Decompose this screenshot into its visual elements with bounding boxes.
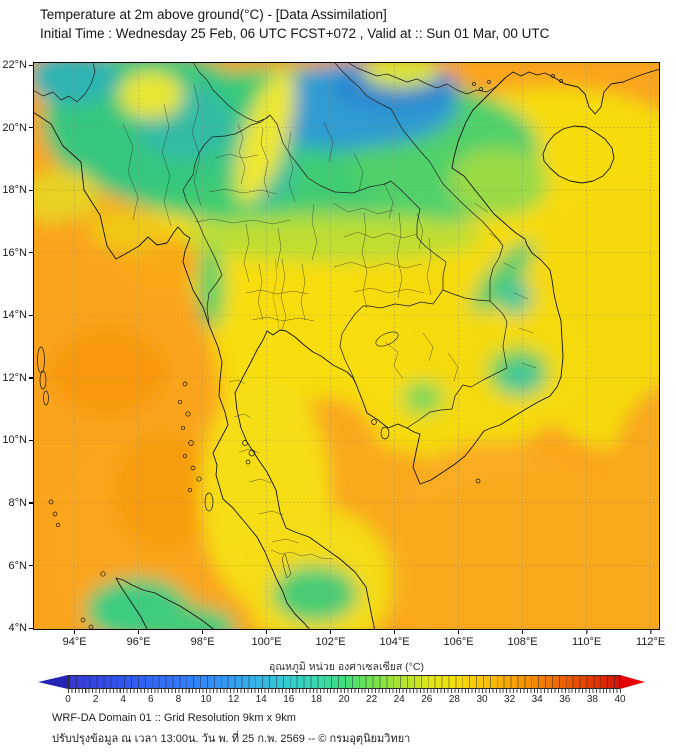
lat-tick-label: 14°N xyxy=(2,309,33,321)
lon-tick-label: 102°E xyxy=(316,630,346,648)
latitude-axis: 22°N 20°N 18°N 16°N 14°N 12°N 10°N 8°N 6°N 4°N xyxy=(0,59,33,634)
lon-tick-label: 100°E xyxy=(252,630,282,648)
lat-tick-label: 4°N xyxy=(9,622,33,634)
colorbar-tick-value: 26 xyxy=(421,694,433,705)
colorbar-tick-value: 32 xyxy=(504,694,516,705)
lat-tick-label: 12°N xyxy=(2,372,33,384)
colorbar-tick-value: 4 xyxy=(120,694,126,705)
lat-tick-label: 16°N xyxy=(2,247,33,259)
lat-tick-label: 8°N xyxy=(9,497,33,509)
province-borders xyxy=(122,83,537,560)
lat-tick-label: 18°N xyxy=(2,184,33,196)
temperature-map xyxy=(33,62,660,630)
map-frame xyxy=(33,62,660,630)
colorbar-tick-value: 36 xyxy=(559,694,571,705)
colorbar-tick-value: 20 xyxy=(338,694,350,705)
colorbar-tick-value: 6 xyxy=(148,694,154,705)
lon-tick-label: 98°E xyxy=(191,630,215,648)
colorbar-gradient xyxy=(68,675,620,689)
grid-lines xyxy=(33,62,660,630)
colorbar-tick-value: 18 xyxy=(310,694,322,705)
colorbar-tick-value: 0 xyxy=(65,694,71,705)
colorbar-tick-value: 2 xyxy=(92,694,99,705)
colorbar-tick-value: 24 xyxy=(393,694,405,705)
lon-tick-label: 112°E xyxy=(636,630,665,648)
lat-tick-label: 22°N xyxy=(2,59,33,71)
model-info: WRF-DA Domain 01 :: Grid Resolution 9km … xyxy=(52,712,296,724)
lon-tick-label: 106°E xyxy=(444,630,474,648)
colorbar-tick-value: 14 xyxy=(255,694,267,705)
colorbar-tick-value: 16 xyxy=(283,694,295,705)
update-info: ปรับปรุงข้อมูล ณ เวลา 13:00น. วัน พ. ที่… xyxy=(52,733,411,745)
lat-tick-label: 10°N xyxy=(2,434,33,446)
colorbar-tick-value: 10 xyxy=(200,694,212,705)
colorbar-label: อุณหภูมิ หน่วย องศาเซลเซียส (°C) xyxy=(269,661,424,673)
colorbar-tick-value: 38 xyxy=(586,694,598,705)
coastlines xyxy=(33,68,660,630)
colorbar-tick-value: 28 xyxy=(448,694,460,705)
lon-tick-label: 104°E xyxy=(380,630,410,648)
lon-tick-label: 94°E xyxy=(63,630,87,648)
colorbar-tick-value: 40 xyxy=(614,694,626,705)
colorbar-right-arrow xyxy=(620,675,645,689)
forecast-subtitle: Initial Time : Wednesday 25 Feb, 06 UTC … xyxy=(40,26,550,41)
lon-tick-label: 96°E xyxy=(127,630,151,648)
colorbar-ticks xyxy=(68,689,621,693)
colorbar: 0 2 4 6 8 10 12 14 16 18 20 22 24 26 28 30 32 34 36 38 40 xyxy=(38,675,645,709)
colorbar-tick-value: 12 xyxy=(228,694,240,705)
lon-tick-label: 108°E xyxy=(508,630,538,648)
colorbar-tick-value: 8 xyxy=(175,694,182,705)
lon-tick-label: 110°E xyxy=(572,630,601,648)
colorbar-tick-value: 34 xyxy=(531,694,543,705)
lat-tick-label: 20°N xyxy=(2,122,33,134)
map-panel xyxy=(33,62,660,630)
temperature-field xyxy=(33,62,660,630)
colorbar-left-arrow xyxy=(38,675,68,689)
colorbar-tick-value: 22 xyxy=(366,694,378,705)
page-title: Temperature at 2m above ground(°C) - [Da… xyxy=(40,7,387,22)
colorbar-tick-value: 30 xyxy=(476,694,488,705)
colorbar-tick-labels: 0 2 4 6 8 10 12 14 16 18 20 22 24 26 28 30 32 34 36 38 40 xyxy=(65,694,625,706)
longitude-axis: 94°E 96°E 98°E 100°E 102°E 104°E 106°E 108°E 110… xyxy=(33,630,665,652)
islands xyxy=(37,74,563,630)
country-borders xyxy=(33,62,508,429)
lat-tick-label: 6°N xyxy=(9,560,33,572)
